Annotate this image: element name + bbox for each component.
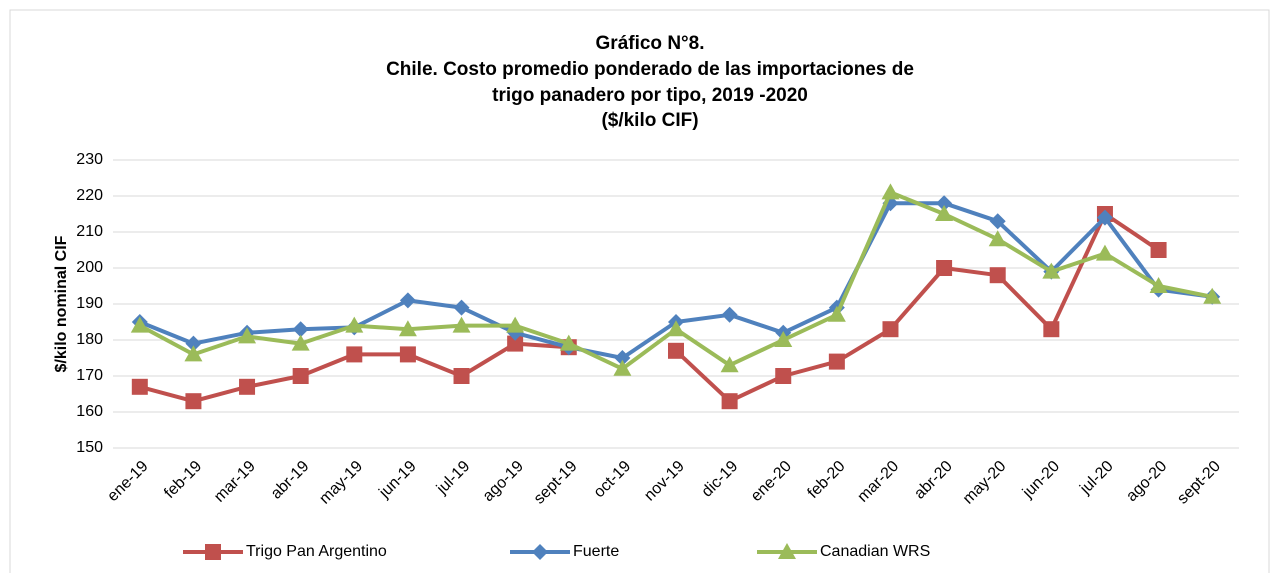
marker (453, 368, 470, 384)
marker (130, 316, 149, 333)
chart-title: Gráfico N°8. (596, 33, 705, 54)
marker (778, 543, 796, 559)
marker (936, 195, 953, 212)
marker (775, 368, 792, 384)
marker (453, 299, 470, 316)
marker (532, 544, 548, 560)
chart-title: trigo panadero por tipo, 2019 -2020 (492, 85, 808, 106)
marker (988, 230, 1007, 247)
y-tick-label: 150 (76, 439, 103, 456)
marker (238, 327, 257, 344)
y-tick-label: 200 (76, 259, 103, 276)
marker (1042, 262, 1061, 279)
marker (1095, 244, 1114, 261)
marker (881, 183, 900, 200)
marker (399, 346, 416, 363)
marker (989, 213, 1006, 230)
chart-frame (9, 9, 1270, 578)
marker (184, 345, 203, 362)
marker (1096, 209, 1113, 226)
marker (935, 205, 954, 221)
legend-label: Trigo Pan Argentino (246, 543, 387, 560)
y-tick-label: 210 (76, 223, 103, 240)
chart-title: Chile. Costo promedio ponderado de las i… (386, 59, 914, 80)
marker (1203, 287, 1222, 304)
marker (452, 316, 471, 333)
marker (292, 321, 309, 338)
marker (559, 334, 578, 351)
marker (827, 305, 846, 322)
marker (721, 306, 738, 323)
marker (828, 353, 845, 370)
marker (720, 356, 739, 373)
chart-title: ($/kilo CIF) (601, 110, 698, 131)
marker (774, 331, 793, 347)
marker (613, 359, 632, 376)
marker (205, 544, 221, 560)
y-axis-label: $/kilo nominal CIF (53, 235, 70, 372)
y-tick-label: 230 (76, 151, 103, 168)
marker (399, 292, 416, 309)
marker (292, 368, 309, 384)
marker (989, 267, 1006, 284)
y-tick-label: 190 (76, 295, 103, 312)
y-tick-label: 180 (76, 331, 103, 348)
legend-label: Canadian WRS (820, 543, 930, 560)
marker (507, 335, 524, 352)
marker (131, 378, 148, 395)
marker (506, 316, 525, 333)
marker (667, 320, 685, 337)
marker (614, 350, 631, 366)
marker (291, 334, 310, 351)
marker (345, 316, 364, 333)
marker (185, 393, 202, 410)
marker (346, 346, 363, 363)
y-tick-label: 160 (76, 403, 103, 420)
marker (1043, 321, 1060, 338)
marker (398, 320, 417, 337)
marker (1150, 242, 1167, 258)
marker (882, 321, 899, 338)
marker (239, 378, 256, 395)
marker (668, 342, 684, 359)
marker (1149, 277, 1168, 293)
y-tick-label: 170 (76, 367, 103, 384)
legend-label: Fuerte (573, 543, 619, 560)
marker (936, 260, 953, 276)
marker (721, 393, 738, 410)
y-tick-label: 220 (76, 187, 103, 204)
marker (185, 335, 202, 352)
